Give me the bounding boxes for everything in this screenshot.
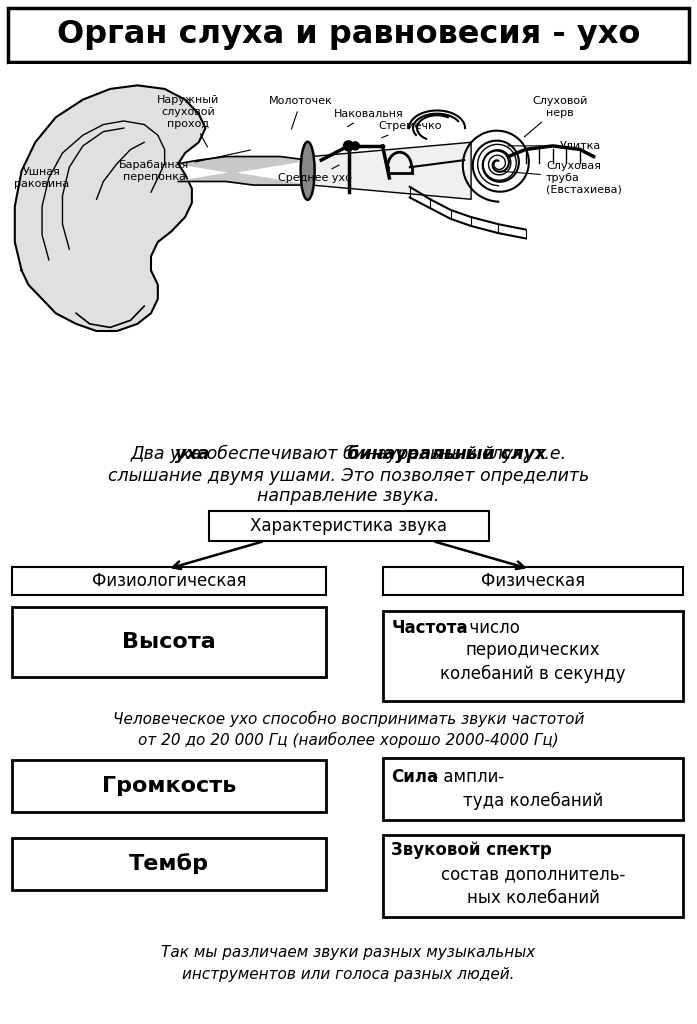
Text: колебаний в секунду: колебаний в секунду xyxy=(441,665,626,683)
Text: Два уха обеспечивают бинауральный слух, т.е.: Два уха обеспечивают бинауральный слух, … xyxy=(130,444,567,463)
Text: Звуковой спектр: Звуковой спектр xyxy=(391,841,552,859)
Text: Барабанная
перепонка: Барабанная перепонка xyxy=(119,151,250,181)
FancyBboxPatch shape xyxy=(12,760,325,812)
Text: Высота: Высота xyxy=(122,632,215,652)
Text: Характеристика звука: Характеристика звука xyxy=(250,517,447,535)
FancyBboxPatch shape xyxy=(383,835,683,918)
FancyBboxPatch shape xyxy=(12,567,325,595)
Text: ных колебаний: ных колебаний xyxy=(467,889,599,907)
Text: Наружный
слуховой
проход: Наружный слуховой проход xyxy=(158,95,220,147)
Text: Орган слуха и равновесия - ухо: Орган слуха и равновесия - ухо xyxy=(57,19,640,50)
FancyBboxPatch shape xyxy=(12,838,325,890)
FancyBboxPatch shape xyxy=(208,511,489,541)
Text: слышание двумя ушами. Это позволяет определить: слышание двумя ушами. Это позволяет опре… xyxy=(108,467,589,485)
Circle shape xyxy=(351,142,360,150)
Polygon shape xyxy=(178,157,307,185)
Text: - ампли-: - ампли- xyxy=(427,768,505,786)
Text: направление звука.: направление звука. xyxy=(257,487,440,505)
Polygon shape xyxy=(311,142,471,200)
Text: уха                       бинауральный слух: уха бинауральный слух xyxy=(151,444,546,463)
Text: Молоточек: Молоточек xyxy=(269,96,332,129)
Text: Физиологическая: Физиологическая xyxy=(91,572,246,590)
Text: Тембр: Тембр xyxy=(129,854,209,874)
Text: состав дополнитель-: состав дополнитель- xyxy=(441,865,625,883)
Text: Стремечко: Стремечко xyxy=(378,121,441,137)
Ellipse shape xyxy=(300,141,314,200)
Text: Частота: Частота xyxy=(391,618,468,637)
Text: - число: - число xyxy=(453,618,520,637)
Text: от 20 до 20 000 Гц (наиболее хорошо 2000-4000 Гц): от 20 до 20 000 Гц (наиболее хорошо 2000… xyxy=(138,732,559,749)
Text: туда колебаний: туда колебаний xyxy=(463,792,604,810)
Text: инструментов или голоса разных людей.: инструментов или голоса разных людей. xyxy=(182,967,515,981)
Polygon shape xyxy=(15,85,206,331)
Text: периодических: периодических xyxy=(466,641,601,659)
Text: -: - xyxy=(501,841,512,859)
FancyBboxPatch shape xyxy=(383,567,683,595)
FancyBboxPatch shape xyxy=(8,8,689,62)
Text: Ушная
раковина: Ушная раковина xyxy=(15,162,70,188)
FancyBboxPatch shape xyxy=(12,607,325,677)
Text: Наковальня: Наковальня xyxy=(334,109,404,127)
Text: Улитка: Улитка xyxy=(508,141,601,151)
Bar xyxy=(8,63,689,420)
Text: Среднее ухо: Среднее ухо xyxy=(277,165,351,183)
Text: Физическая: Физическая xyxy=(481,572,585,590)
Text: Слуховая
труба
(Евстахиева): Слуховая труба (Евстахиева) xyxy=(498,162,622,195)
Text: Сила: Сила xyxy=(391,768,438,786)
Text: Так мы различаем звуки разных музыкальных: Так мы различаем звуки разных музыкальны… xyxy=(162,944,535,959)
FancyBboxPatch shape xyxy=(383,758,683,820)
Text: Слуховой
нерв: Слуховой нерв xyxy=(524,96,588,137)
FancyBboxPatch shape xyxy=(383,611,683,701)
Circle shape xyxy=(344,141,353,151)
Text: Человеческое ухо способно воспринимать звуки частотой: Человеческое ухо способно воспринимать з… xyxy=(113,711,584,727)
Text: Громкость: Громкость xyxy=(102,776,236,796)
